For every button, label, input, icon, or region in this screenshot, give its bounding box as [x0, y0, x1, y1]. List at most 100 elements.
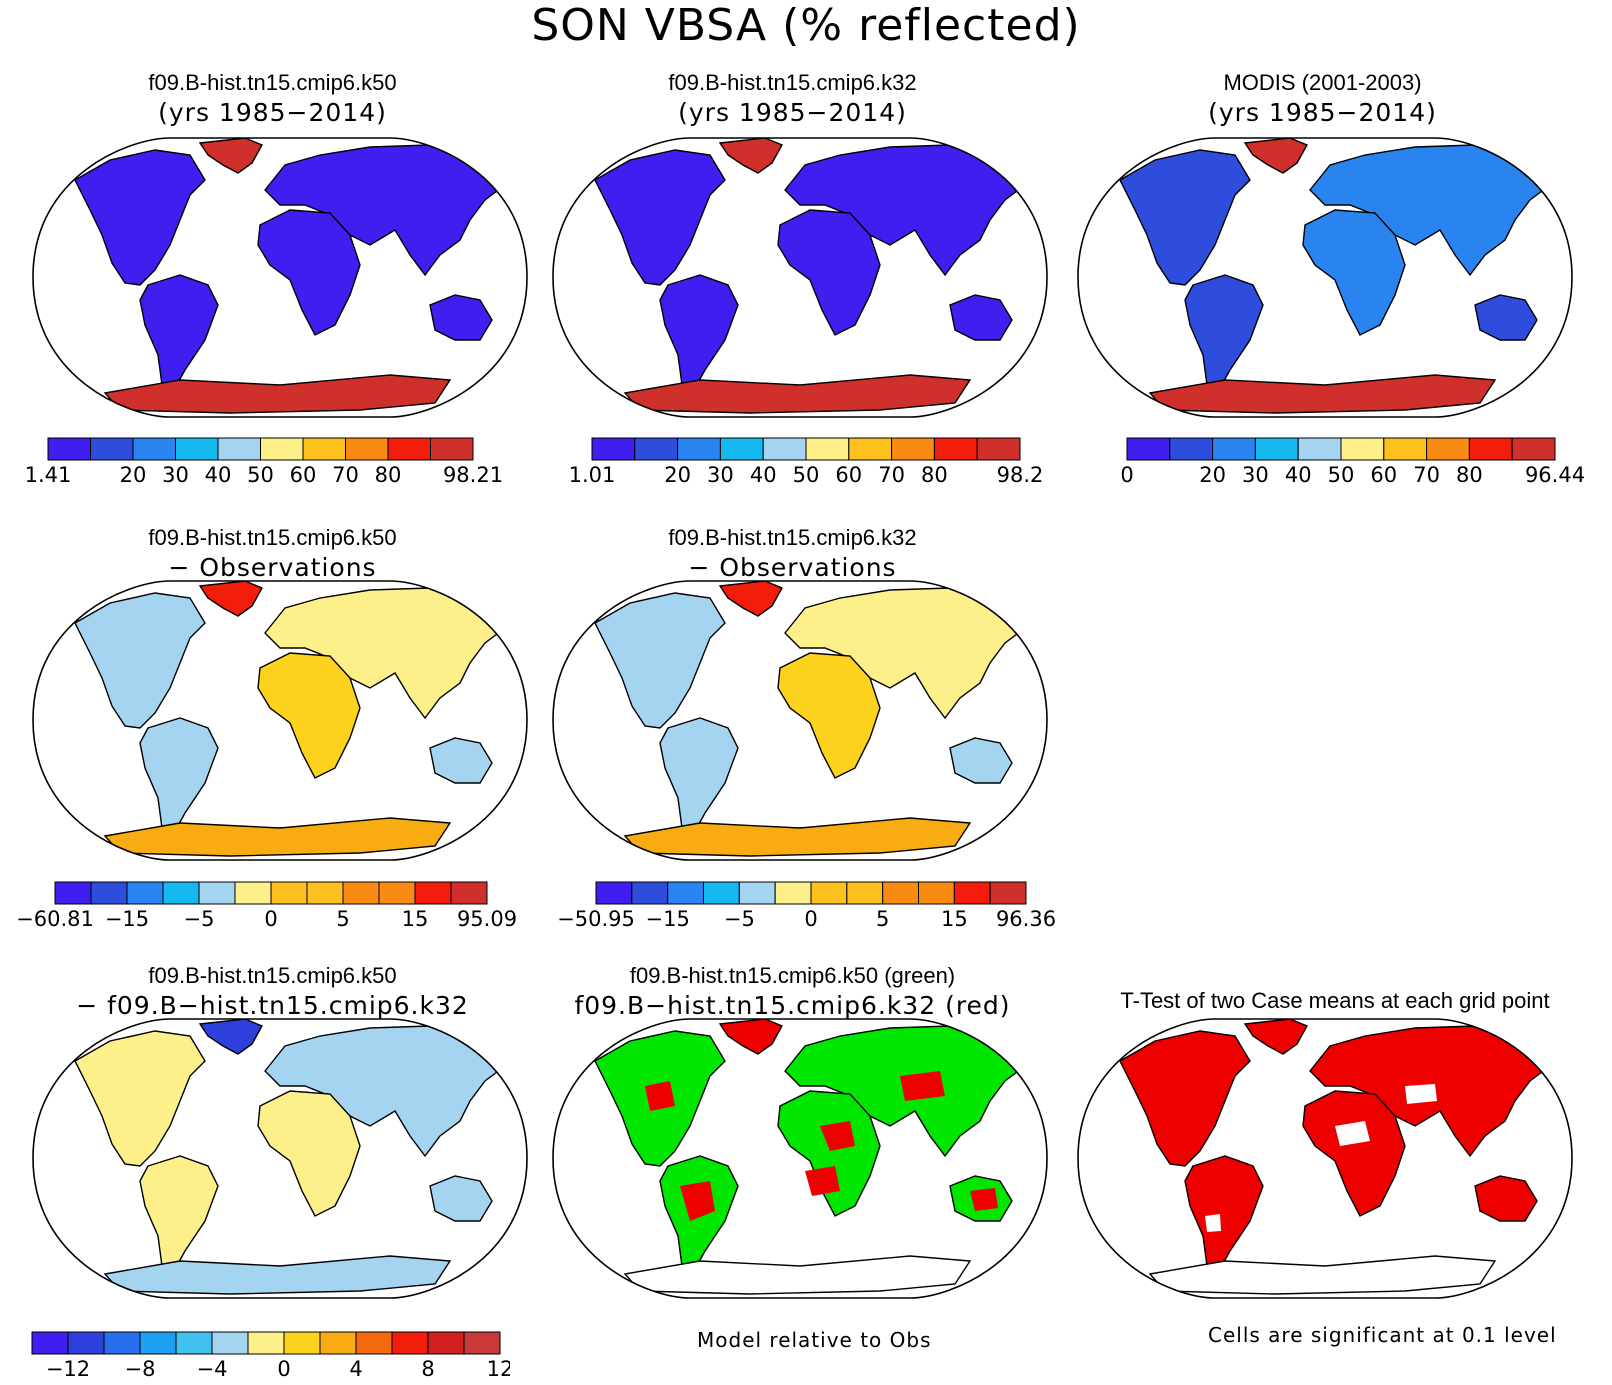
colorbar-tick-label: 1.41 — [25, 463, 72, 487]
panel-title-case-diff: f09.B-hist.tn15.cmip6.k50 — [148, 963, 397, 988]
colorbar-tick-label: 0 — [264, 907, 277, 931]
map-border — [1077, 137, 1573, 418]
landmass-australia — [429, 737, 493, 784]
significance-note: Cells are significant at 0.1 level — [1208, 1323, 1557, 1347]
landmass-namerica — [594, 592, 726, 729]
landmass-samerica — [659, 274, 739, 399]
colorbar-tick-label: 15 — [941, 907, 968, 931]
colorbar-swatch — [283, 1331, 321, 1355]
colorbar-swatch — [882, 881, 919, 905]
significance-patch — [900, 1071, 945, 1101]
landmass-greenland — [718, 581, 783, 617]
landmass-africa — [777, 1090, 881, 1217]
colorbar-tick-label: 0 — [277, 1357, 290, 1381]
colorbar-tick-label: 30 — [162, 463, 189, 487]
colorbar-tick-label: 95.09 — [457, 907, 517, 931]
colorbar-swatch — [891, 437, 935, 461]
colorbar-tick-label: 5 — [336, 907, 349, 931]
landmass-greenland — [1243, 1019, 1308, 1055]
map-case1-minus-obs — [32, 580, 528, 861]
map-border — [32, 1018, 528, 1299]
colorbar-tick-label: 60 — [290, 463, 317, 487]
colorbar-case1-minus-obs: −60.81 −15 −5 0 5 15 95.09 — [16, 881, 517, 931]
landmass-antarctica — [103, 374, 452, 414]
landmass-namerica — [74, 149, 206, 286]
colorbar-swatch — [103, 1331, 141, 1355]
colorbar-swatch — [211, 1331, 249, 1355]
landmass-antarctica — [103, 817, 452, 857]
colorbar-tick-label: 40 — [205, 463, 232, 487]
colorbar-case2: 1.01 20 30 40 50 60 70 80 98.2 — [569, 437, 1043, 487]
colorbar-swatch — [933, 437, 978, 461]
colorbar-swatch — [1297, 437, 1342, 461]
colorbar-tick-label: 50 — [1328, 463, 1355, 487]
colorbar-tick-label: 15 — [402, 907, 429, 931]
colorbar-swatch — [1426, 437, 1470, 461]
map-case1-minus-case2 — [32, 1018, 528, 1299]
colorbar-tick-label: 96.44 — [1525, 463, 1585, 487]
colorbar-swatch — [463, 1331, 501, 1355]
colorbar-swatch — [306, 881, 344, 905]
colorbar-swatch — [918, 881, 955, 905]
panel-title-case2-obs: f09.B-hist.tn15.cmip6.k32 — [668, 525, 917, 550]
panel-title-case1-obs: f09.B-hist.tn15.cmip6.k50 — [148, 525, 397, 550]
landmass-australia — [429, 294, 493, 341]
colorbar-swatch — [342, 881, 380, 905]
colorbar-tick-label: −5 — [184, 907, 215, 931]
landmass-namerica — [1119, 1030, 1251, 1167]
panel-title-ttest: T-Test of two Case means at each grid po… — [1120, 988, 1550, 1013]
colorbar-tick-label: 70 — [878, 463, 905, 487]
landmass-australia — [1474, 294, 1538, 341]
colorbar-tick-label: 40 — [750, 463, 777, 487]
colorbar-tick-label: 20 — [1199, 463, 1226, 487]
colorbar-swatch — [391, 1331, 429, 1355]
colorbar-tick-label: 4 — [349, 1357, 362, 1381]
colorbar-tick-label: 20 — [664, 463, 691, 487]
landmass-samerica — [139, 1155, 219, 1280]
landmass-antarctica — [1148, 1255, 1497, 1295]
colorbar-swatch — [139, 1331, 177, 1355]
colorbar-swatch — [162, 881, 200, 905]
colorbar-swatch — [345, 437, 389, 461]
landmass-australia — [949, 294, 1013, 341]
panel-subtitle-case1-obs: − Observations — [168, 553, 377, 582]
colorbar-swatch — [427, 1331, 465, 1355]
map-significance — [552, 1018, 1048, 1299]
colorbar-obs: 0 20 30 40 50 60 70 80 96.44 — [1120, 437, 1585, 487]
colorbar-swatch — [90, 437, 134, 461]
colorbar-tick-label: 5 — [876, 907, 889, 931]
colorbar-swatch — [810, 881, 848, 905]
landmass-greenland — [718, 1019, 783, 1055]
map-border — [32, 580, 528, 861]
colorbar-swatch — [1169, 437, 1214, 461]
colorbar-swatch — [1212, 437, 1256, 461]
non-significant-patch — [1405, 1084, 1437, 1104]
colorbar-swatch — [953, 881, 991, 905]
landmass-australia — [949, 737, 1013, 784]
model-relative-note: Model relative to Obs — [697, 1328, 932, 1352]
colorbar-tick-label: 8 — [421, 1357, 434, 1381]
colorbar-swatch — [989, 881, 1027, 905]
non-significant-patch — [1335, 1121, 1370, 1146]
colorbar-tick-label: 80 — [375, 463, 402, 487]
colorbar-swatch — [47, 437, 91, 461]
map-border — [552, 1018, 1048, 1299]
landmass-antarctica — [1148, 374, 1497, 414]
colorbar-swatch — [234, 881, 272, 905]
colorbar-tick-label: 30 — [1242, 463, 1269, 487]
colorbar-tick-label: −15 — [105, 907, 149, 931]
colorbar-swatch — [1468, 437, 1513, 461]
colorbar-swatch — [175, 1331, 213, 1355]
map-border — [1077, 1018, 1573, 1299]
colorbar-tick-label: −12 — [46, 1357, 90, 1381]
colorbar-swatch — [805, 437, 850, 461]
landmass-namerica — [594, 149, 726, 286]
landmass-africa — [777, 209, 881, 336]
colorbar-swatch — [774, 881, 812, 905]
landmass-africa — [777, 652, 881, 779]
colorbar-case-diff: −12 −8 −4 0 4 8 12 — [31, 1331, 510, 1381]
colorbar-swatch — [319, 1331, 357, 1355]
panel-title-obs: MODIS (2001-2003) — [1223, 70, 1422, 95]
landmass-africa — [257, 652, 361, 779]
colorbar-tick-label: −5 — [724, 907, 755, 931]
